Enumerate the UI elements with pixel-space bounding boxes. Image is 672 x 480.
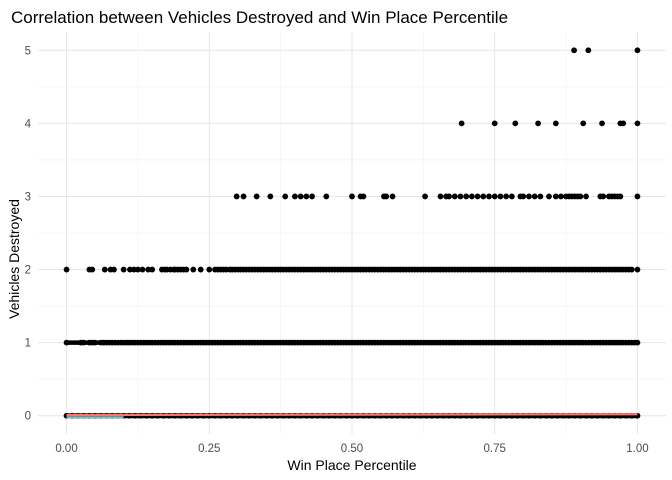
data-point xyxy=(552,193,559,200)
data-point xyxy=(531,193,538,200)
data-point xyxy=(558,193,564,200)
data-point xyxy=(360,193,367,200)
data-point xyxy=(634,47,641,54)
data-point xyxy=(292,193,298,200)
chart-title: Correlation between Vehicles Destroyed a… xyxy=(11,8,508,27)
data-point xyxy=(634,193,641,200)
data-point xyxy=(323,193,330,200)
data-point xyxy=(497,193,504,200)
y-tick-label: 3 xyxy=(25,191,31,203)
data-point xyxy=(463,193,470,200)
data-point xyxy=(546,193,552,200)
data-point xyxy=(101,266,108,273)
data-point xyxy=(585,47,592,54)
data-point xyxy=(63,266,70,273)
data-point xyxy=(422,193,428,200)
data-point xyxy=(634,266,641,273)
data-point xyxy=(267,193,274,200)
data-point xyxy=(89,266,96,273)
data-point xyxy=(206,266,213,273)
data-point xyxy=(503,193,510,200)
data-point xyxy=(446,193,452,200)
data-point xyxy=(620,120,627,127)
y-tick-label: 2 xyxy=(25,265,31,277)
x-axis-title: Win Place Percentile xyxy=(287,457,416,473)
data-point xyxy=(583,193,589,200)
data-point xyxy=(491,193,498,200)
data-point xyxy=(526,193,532,200)
data-point xyxy=(197,266,204,273)
y-tick-label: 1 xyxy=(25,338,31,350)
x-tick-label: 0.00 xyxy=(55,443,77,455)
data-point xyxy=(491,120,498,127)
data-point xyxy=(349,193,355,200)
trend-line-layer xyxy=(66,413,638,419)
y-tick-label: 5 xyxy=(25,45,31,57)
data-point xyxy=(537,193,544,200)
data-point xyxy=(634,120,641,127)
data-point xyxy=(145,266,152,273)
data-point xyxy=(149,266,156,273)
data-point xyxy=(303,193,310,200)
data-point xyxy=(571,47,577,54)
data-point xyxy=(508,193,515,200)
x-tick-label: 1.00 xyxy=(626,443,648,455)
x-tick-label: 0.50 xyxy=(341,443,363,455)
data-point xyxy=(600,193,607,200)
data-point xyxy=(577,193,584,200)
data-point xyxy=(233,193,240,200)
data-point xyxy=(451,193,458,200)
data-point xyxy=(309,193,315,200)
data-point xyxy=(474,193,481,200)
data-point xyxy=(253,193,260,200)
data-point xyxy=(139,266,146,273)
data-point xyxy=(552,120,559,127)
y-axis-ticks: 0 1 2 3 4 5 xyxy=(25,45,32,422)
x-axis-ticks: 0.00 0.25 0.50 0.75 1.00 xyxy=(55,443,648,455)
data-point xyxy=(457,193,464,200)
data-point xyxy=(111,266,117,273)
data-point xyxy=(535,120,542,127)
data-point xyxy=(131,266,137,273)
data-point xyxy=(282,193,289,200)
data-point xyxy=(437,193,444,200)
data-point xyxy=(127,266,133,273)
data-point xyxy=(617,193,624,200)
x-tick-label: 0.75 xyxy=(484,443,506,455)
data-point xyxy=(389,193,396,200)
gridlines xyxy=(38,32,666,434)
data-point xyxy=(190,266,197,273)
data-point xyxy=(120,266,127,273)
data-point xyxy=(486,193,492,200)
data-point xyxy=(297,193,304,200)
data-point xyxy=(468,193,475,200)
data-point xyxy=(458,120,465,127)
data-point xyxy=(183,266,190,273)
data-point xyxy=(580,120,587,127)
data-point xyxy=(135,266,141,273)
data-point xyxy=(599,120,605,127)
data-point xyxy=(240,193,247,200)
y-tick-label: 4 xyxy=(25,118,32,130)
y-tick-label: 0 xyxy=(25,411,31,423)
data-point xyxy=(512,120,519,127)
x-tick-label: 0.25 xyxy=(198,443,220,455)
trend-line xyxy=(66,413,638,417)
data-point xyxy=(383,193,390,200)
data-point xyxy=(520,193,527,200)
data-point xyxy=(628,266,635,273)
data-point xyxy=(480,193,487,200)
y-axis-title: Vehicles Destroyed xyxy=(6,199,22,319)
